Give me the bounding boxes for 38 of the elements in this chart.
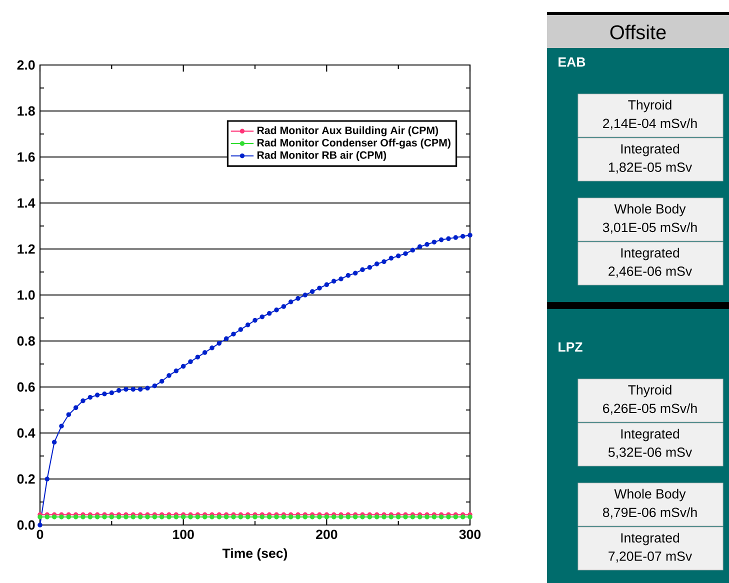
legend-label: Rad Monitor Aux Building Air (CPM)	[257, 126, 438, 136]
y-tick-label: 1.6	[18, 152, 35, 162]
x-tick-label: 0	[36, 530, 44, 540]
text: 7,20E-07 mSv	[608, 552, 692, 563]
text: Whole Body	[614, 204, 686, 216]
y-tick-label: 1.4	[18, 198, 36, 208]
y-tick-label: 0.6	[17, 382, 35, 392]
text: 3,01E-05 mSv/h	[602, 222, 697, 234]
x-axis-title: Time (sec)	[222, 548, 288, 561]
text: Integrated	[621, 248, 680, 260]
y-tick-label: 0.2	[17, 474, 35, 484]
y-tick-label: 1.2	[18, 244, 35, 254]
text: Integrated	[621, 428, 680, 442]
text: 5,32E-06 mSv	[608, 448, 692, 459]
y-tick-label: 1.0	[18, 290, 35, 300]
legend-label: Rad Monitor RB air (CPM)	[257, 151, 386, 161]
text: LPZ	[558, 342, 582, 352]
text: Integrated	[621, 532, 680, 546]
legend-label: Rad Monitor Condenser Off-gas (CPM)	[257, 138, 450, 149]
text: 8,79E-06 mSv/h	[602, 507, 697, 519]
text: Whole Body	[614, 488, 686, 502]
y-tick-label: 1.8	[18, 106, 35, 116]
y-tick-label: 2.0	[17, 60, 35, 70]
text: 6,26E-05 mSv/h	[603, 403, 697, 415]
y-tick-label: 0.4	[17, 428, 36, 438]
y-tick-label: 0.8	[17, 336, 35, 346]
text: Thyroid	[628, 384, 672, 398]
text: Offsite	[610, 24, 666, 40]
x-tick-label: 300	[459, 530, 481, 540]
text: EAB	[558, 57, 586, 67]
x-tick-label: 100	[173, 530, 194, 540]
y-tick-label: 0.0	[17, 520, 35, 530]
text: 2,46E-06 mSv	[608, 266, 692, 278]
text: 2,14E-04 mSv/h	[603, 118, 697, 130]
x-tick-label: 200	[316, 530, 338, 540]
text: 1,82E-05 mSv	[608, 162, 692, 174]
text: Thyroid	[628, 100, 672, 112]
text: Integrated	[621, 144, 680, 156]
